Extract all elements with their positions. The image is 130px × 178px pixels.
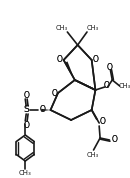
- Text: S: S: [23, 106, 29, 114]
- Text: O: O: [111, 135, 117, 145]
- Text: CH₃: CH₃: [87, 152, 99, 158]
- Polygon shape: [65, 61, 75, 80]
- Text: O: O: [57, 56, 63, 64]
- Text: O: O: [39, 104, 45, 114]
- Text: O: O: [23, 121, 29, 130]
- Text: CH₃: CH₃: [56, 25, 68, 31]
- Text: O: O: [111, 135, 117, 145]
- Text: O: O: [23, 121, 29, 130]
- Text: O: O: [51, 88, 57, 98]
- Text: O: O: [106, 62, 112, 72]
- Text: CH₃: CH₃: [118, 83, 130, 89]
- Text: O: O: [104, 82, 110, 90]
- Text: CH₃: CH₃: [19, 170, 32, 176]
- Text: S: S: [23, 106, 29, 114]
- Text: O: O: [23, 90, 29, 100]
- Text: O: O: [100, 117, 106, 127]
- Text: O: O: [23, 90, 29, 100]
- Text: O: O: [106, 62, 112, 72]
- Text: O: O: [100, 117, 106, 127]
- Text: CH₃: CH₃: [87, 25, 99, 31]
- Text: O: O: [51, 88, 57, 98]
- Text: O: O: [104, 82, 110, 90]
- Text: O: O: [57, 56, 63, 64]
- Text: O: O: [92, 56, 98, 64]
- Polygon shape: [41, 109, 51, 111]
- Text: O: O: [39, 104, 45, 114]
- Text: O: O: [92, 56, 98, 64]
